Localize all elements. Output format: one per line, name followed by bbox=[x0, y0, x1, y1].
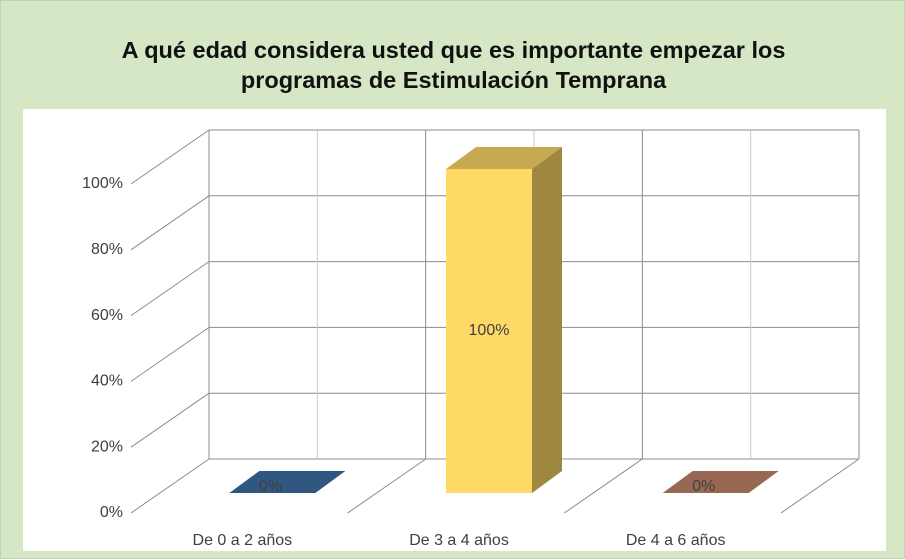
data-label: 0% bbox=[692, 478, 715, 495]
x-tick-label: De 4 a 6 años bbox=[626, 532, 726, 549]
bar-top bbox=[229, 471, 346, 493]
y-tick-label: 100% bbox=[82, 175, 123, 192]
y-tick-label: 60% bbox=[91, 307, 123, 324]
bar bbox=[229, 471, 346, 493]
bar-top bbox=[662, 471, 779, 493]
x-tick-label: De 0 a 2 años bbox=[193, 532, 293, 549]
floor-line bbox=[780, 458, 860, 514]
bar-front bbox=[446, 169, 532, 493]
data-label: 100% bbox=[469, 322, 510, 339]
grid-line-side bbox=[130, 261, 210, 317]
bar bbox=[662, 471, 779, 493]
grid-line-side bbox=[130, 392, 210, 448]
floor-line bbox=[347, 458, 426, 514]
bar-side bbox=[532, 147, 562, 493]
y-tick-label: 80% bbox=[91, 241, 123, 258]
data-label: 0% bbox=[259, 478, 282, 495]
chart-title: A qué edad considera usted que es import… bbox=[121, 37, 786, 93]
y-tick-label: 20% bbox=[91, 438, 123, 455]
grid-line-side bbox=[130, 195, 210, 251]
y-tick-label: 40% bbox=[91, 373, 123, 390]
bar-top bbox=[446, 147, 562, 169]
grid-line-side bbox=[130, 326, 210, 382]
grid-line-side bbox=[130, 458, 210, 514]
floor-line bbox=[564, 458, 643, 514]
x-tick-label: De 3 a 4 años bbox=[409, 532, 509, 549]
bar bbox=[446, 147, 562, 493]
y-tick-label: 0% bbox=[100, 504, 123, 521]
grid-line-side bbox=[130, 129, 210, 185]
